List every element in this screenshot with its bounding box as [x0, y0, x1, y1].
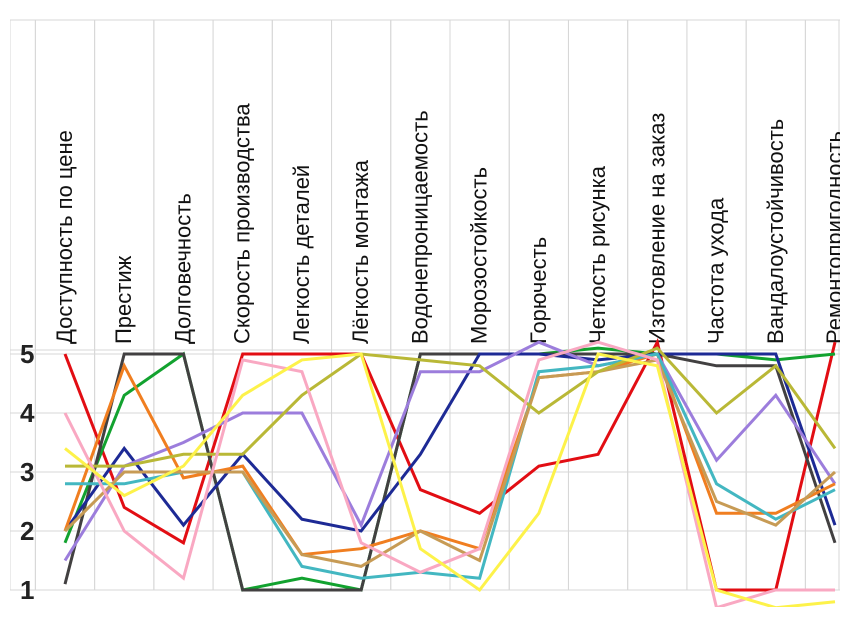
- category-label: Престиж: [111, 255, 136, 344]
- category-label: Доступность по цене: [52, 130, 77, 344]
- category-label: Скорость производства: [230, 103, 255, 344]
- parallel-chart: 1 2 3 4 5 Доступность по цене Престиж Долговечн…: [10, 10, 840, 607]
- y-tick-label: 4: [20, 398, 35, 428]
- category-label: Морозостойкость: [467, 167, 492, 344]
- category-label: Ремонтопригодность: [822, 131, 840, 344]
- y-tick-label: 2: [20, 516, 34, 546]
- category-label: Изготовление на заказ: [644, 113, 669, 344]
- y-tick-label: 1: [20, 575, 34, 605]
- category-label: Лёгкость монтажа: [348, 159, 373, 344]
- category-label: Вандалоустойчивость: [763, 119, 788, 344]
- y-tick-label: 3: [20, 457, 34, 487]
- category-label: Легкость деталей: [289, 165, 314, 344]
- category-label: Четкость рисунка: [585, 165, 610, 344]
- category-label: Горючесть: [526, 237, 551, 344]
- category-label: Водонепроницаемость: [407, 110, 432, 344]
- category-label: Долговечность: [170, 193, 195, 344]
- category-label: Частота ухода: [704, 197, 729, 344]
- y-tick-label: 5: [20, 339, 34, 369]
- chart-container: 1 2 3 4 5 Доступность по цене Престиж Долговечн…: [0, 0, 850, 617]
